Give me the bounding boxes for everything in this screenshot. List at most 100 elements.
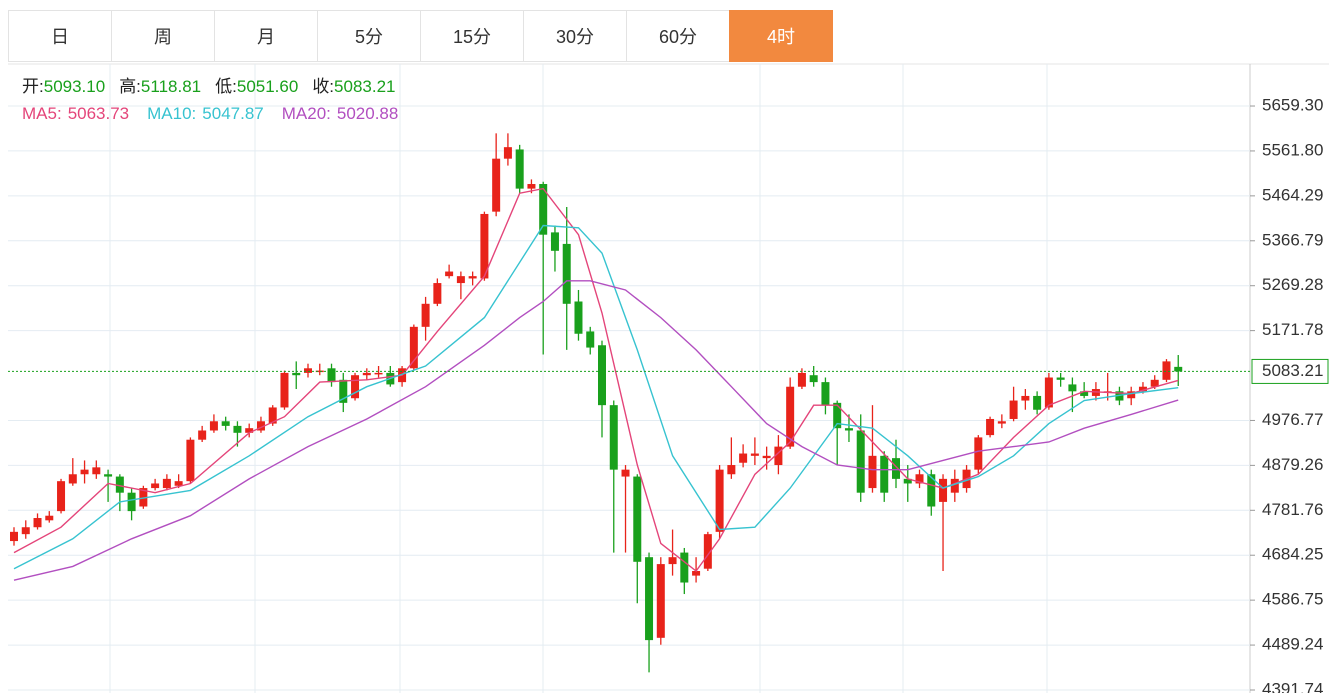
info-value: 5118.81 — [141, 77, 201, 96]
candle-body — [774, 446, 783, 466]
candle-body — [33, 518, 42, 528]
candle-body — [280, 372, 289, 408]
y-tick-label: 4489.24 — [1262, 635, 1323, 654]
candle-body — [92, 467, 101, 475]
candle-body — [1009, 400, 1018, 419]
candle-body — [115, 476, 124, 493]
legend-value: 5047.87 — [202, 104, 263, 123]
candle-body — [974, 437, 983, 470]
candle-body — [903, 478, 912, 484]
candle-body — [527, 184, 536, 189]
candle-body — [656, 564, 665, 638]
tab-bar: 日周月 5分 15分 30分 60分 4时 — [8, 10, 833, 62]
candle-body — [10, 531, 18, 542]
info-label: 低: — [215, 77, 237, 96]
candle-body — [21, 527, 30, 535]
candle-body — [339, 379, 348, 403]
candle-body — [162, 478, 171, 489]
y-tick-label: 4976.77 — [1262, 410, 1323, 429]
y-tick-label: 5659.30 — [1262, 96, 1323, 115]
candle-body — [762, 455, 771, 459]
candle-body — [550, 232, 559, 251]
candle-body — [245, 428, 254, 433]
ma-legend: MA5: 5063.73 MA10: 5047.87 MA20: 5020.88 — [22, 104, 398, 123]
candle-body — [739, 453, 748, 463]
ma-line — [13, 187, 1179, 572]
ma-line — [13, 280, 1179, 581]
legend-name: MA5: — [22, 104, 62, 123]
candle-body — [1044, 377, 1053, 408]
candle-body — [821, 382, 830, 406]
legend-value: 5020.88 — [337, 104, 398, 123]
candle-body — [362, 372, 371, 376]
candle-body — [104, 474, 113, 477]
candle-body — [374, 372, 383, 375]
candle-body — [633, 476, 642, 562]
legend-value: 5063.73 — [68, 104, 129, 123]
candle-body — [480, 213, 489, 279]
candle-body — [715, 469, 724, 532]
candle-body — [539, 184, 548, 235]
candle-body — [68, 474, 77, 484]
legend-name: MA10: — [147, 104, 196, 123]
candle-body — [997, 421, 1006, 424]
y-tick-label: 5171.78 — [1262, 320, 1323, 339]
candle-body — [80, 469, 89, 475]
candle-body — [327, 368, 336, 383]
candle-body — [503, 147, 512, 159]
candle-body — [233, 425, 242, 433]
candle-body — [703, 534, 712, 569]
candle-body — [915, 474, 924, 484]
candle-body — [1080, 391, 1089, 396]
ma-line — [13, 224, 1179, 570]
y-tick-label: 5464.29 — [1262, 185, 1323, 204]
y-tick-label: 5269.28 — [1262, 275, 1323, 294]
candle-body — [186, 439, 195, 482]
candle-body — [562, 243, 571, 304]
candle-body — [127, 492, 136, 512]
candle-body — [892, 458, 900, 479]
candle-body — [268, 407, 277, 424]
y-tick-label: 4781.76 — [1262, 500, 1323, 519]
info-label: 高: — [119, 77, 141, 96]
candle-body — [750, 453, 759, 456]
candle-body — [421, 303, 430, 327]
candle-body — [492, 158, 501, 212]
candle-body — [668, 557, 677, 565]
candle-body — [315, 370, 324, 373]
candle-body — [927, 474, 936, 507]
info-label: 收: — [312, 77, 334, 96]
candle-body — [1056, 377, 1065, 380]
candle-body — [445, 271, 454, 277]
candle-body — [868, 455, 877, 489]
candle-body — [468, 276, 477, 279]
candle-body — [1174, 366, 1183, 372]
candle-body — [151, 483, 160, 489]
candle-body — [598, 345, 606, 406]
candle-body — [844, 428, 853, 431]
candle-body — [1150, 379, 1159, 387]
candle-body — [1162, 361, 1171, 380]
legend-name: MA20: — [282, 104, 331, 123]
candle-body — [986, 418, 995, 436]
y-tick-label: 5366.79 — [1262, 230, 1323, 249]
y-tick-label: 5561.80 — [1262, 140, 1323, 159]
candle-body — [621, 469, 630, 477]
candle-body — [515, 149, 524, 189]
candle-body — [880, 455, 889, 493]
candle-body — [174, 481, 183, 486]
info-label: 开: — [22, 77, 44, 96]
candle-body — [1021, 395, 1030, 401]
info-value: 5051.60 — [237, 77, 298, 96]
current-price-label: 5083.21 — [1262, 361, 1323, 380]
tab[interactable]: 4时 — [729, 10, 833, 62]
current-price-tag — [1251, 358, 1329, 384]
candle-body — [939, 478, 948, 502]
candle-body — [209, 421, 218, 431]
candle-body — [574, 301, 583, 334]
candle-body — [292, 372, 301, 376]
candle-body — [139, 488, 148, 507]
candle-body — [809, 375, 818, 383]
